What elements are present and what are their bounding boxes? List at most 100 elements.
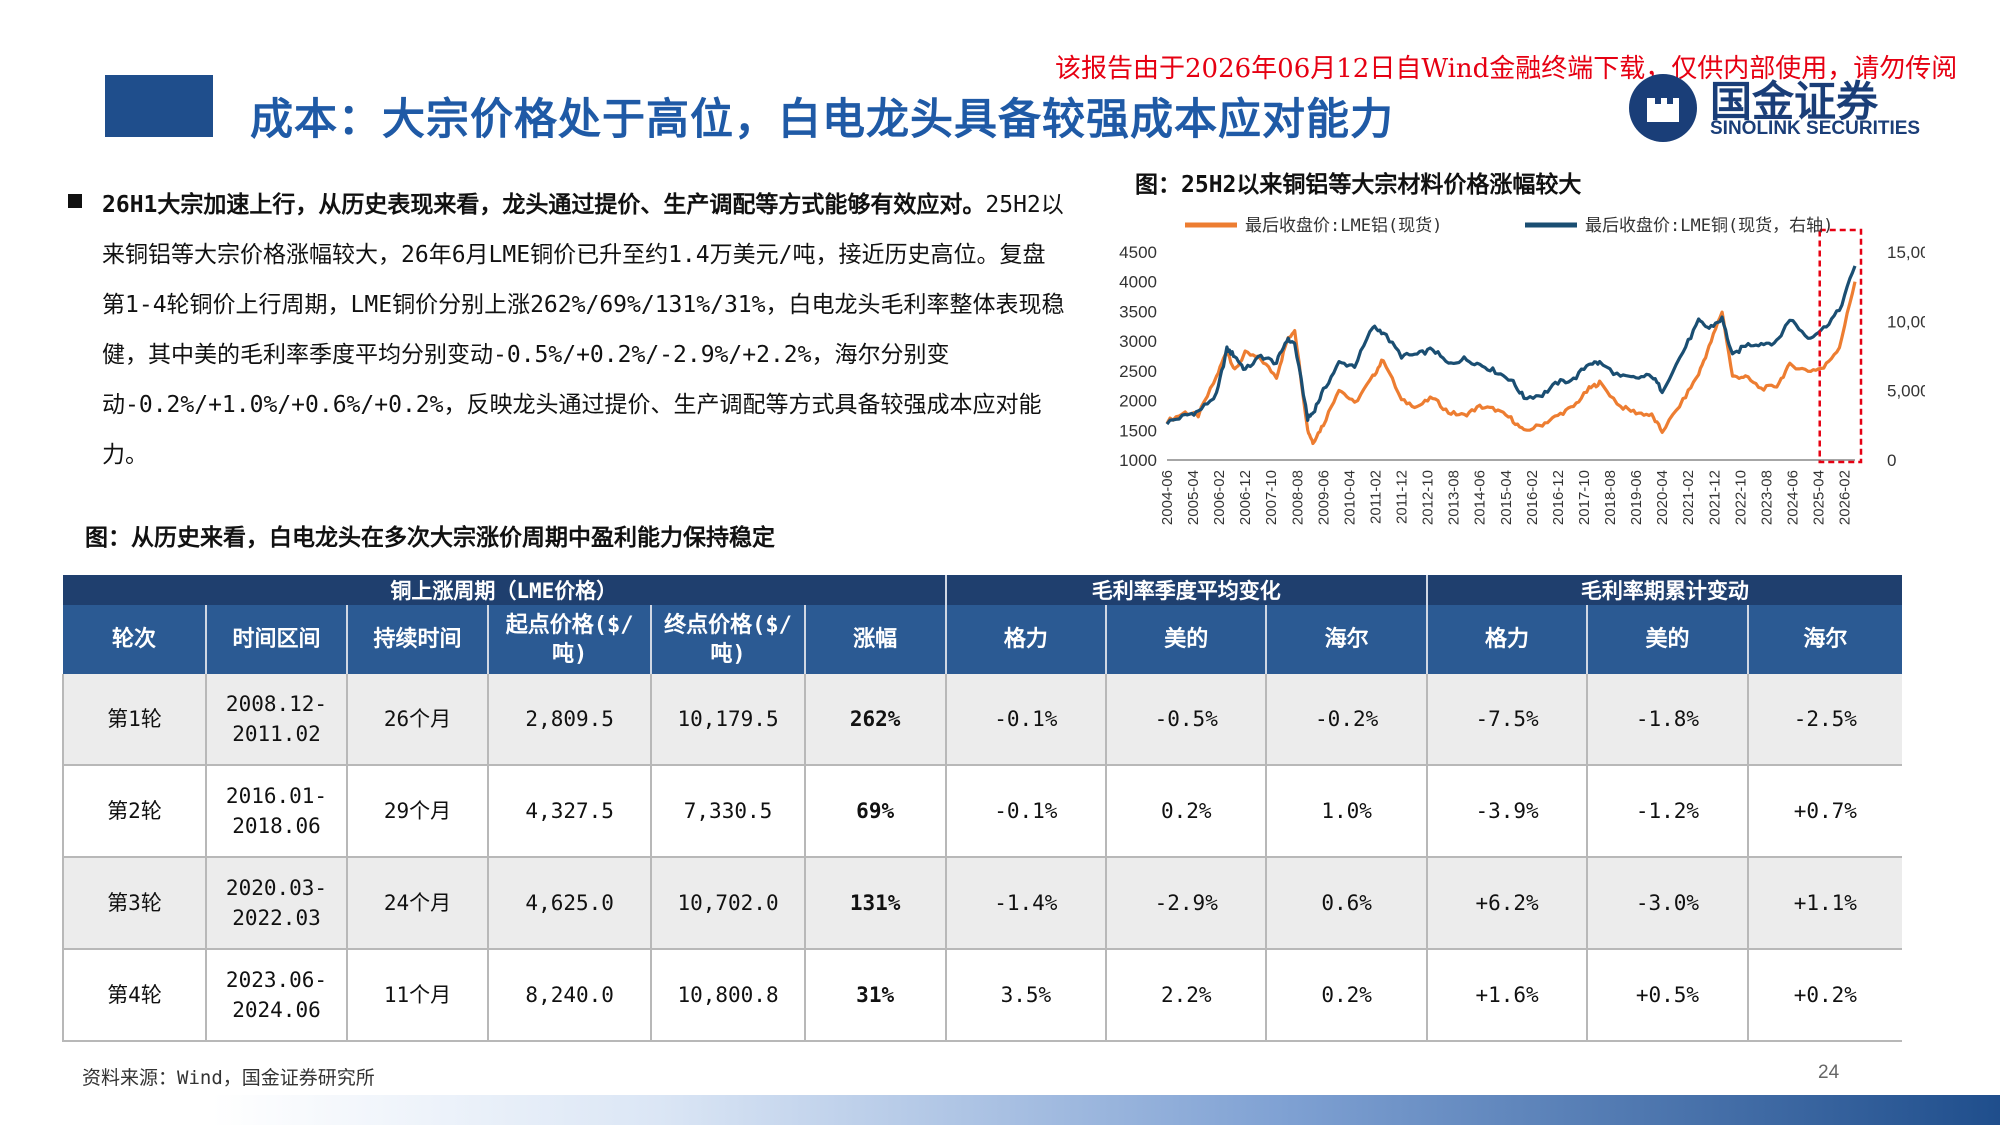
x-tick-label: 2011-02 (1367, 470, 1384, 524)
table-cell: 0.2% (1265, 949, 1427, 1042)
table-cell: -2.5% (1746, 674, 1902, 766)
table-cell: -0.1% (944, 674, 1107, 766)
x-tick-label: 2022-10 (1732, 470, 1749, 525)
group-header-margin-avg: 毛利率季度平均变化 (944, 575, 1427, 605)
table-cell: 第1轮 (61, 674, 207, 766)
y-right-tick-label: 10,000 (1887, 312, 1925, 331)
table-cell: 10,800.8 (650, 949, 805, 1042)
legend-label: 最后收盘价:LME铜(现货，右轴) (1585, 216, 1833, 236)
table-cell: +1.1% (1746, 857, 1902, 950)
table-cell: 第4轮 (61, 949, 207, 1042)
download-watermark: 该报告由于2026年06月12日自Wind金融终端下载，仅供内部使用，请勿传阅 (1055, 54, 1958, 84)
column-header-4: 终点价格($/吨) (650, 605, 805, 674)
bullet-square-icon (68, 194, 82, 208)
x-tick-label: 2009-06 (1315, 470, 1332, 525)
table-cell: 4,625.0 (486, 857, 652, 950)
y-left-tick-label: 3000 (1119, 332, 1157, 351)
bullet-lead: 26H1大宗加速上行，从历史表现来看，龙头通过提价、生产调配等方式能够有效应对。 (102, 192, 986, 218)
x-tick-label: 2004-06 (1159, 470, 1176, 525)
x-tick-label: 2006-02 (1211, 470, 1228, 525)
table-cell: +0.7% (1746, 765, 1902, 858)
x-tick-label: 2019-06 (1628, 470, 1645, 525)
x-tick-label: 2025-04 (1811, 470, 1828, 525)
table-cell: 2016.01-2018.06 (205, 765, 347, 858)
column-header-6: 格力 (944, 605, 1107, 674)
x-tick-label: 2012-10 (1420, 470, 1437, 525)
logo-subtitle: SINOLINK SECURITIES (1710, 118, 1921, 139)
table-cell: -3.0% (1586, 857, 1748, 950)
table-row: 第4轮 2023.06-2024.06 11个月 8,240.0 10,800.8 31%… (61, 949, 1902, 1042)
x-tick-label: 2005-04 (1185, 470, 1202, 525)
table-cell: 第2轮 (61, 765, 207, 858)
x-tick-label: 2018-08 (1602, 470, 1619, 525)
x-tick-label: 2017-10 (1576, 470, 1593, 525)
table-cell: 262% (803, 674, 946, 766)
x-tick-label: 2026-02 (1837, 470, 1854, 525)
footer-gradient-bar (212, 1095, 2000, 1125)
table-cell: 10,179.5 (650, 674, 805, 766)
table-cell: 11个月 (345, 949, 488, 1042)
page-number: 24 (1818, 1062, 1840, 1083)
table-cell: -1.4% (944, 857, 1107, 950)
y-right-tick-label: 15,000 (1887, 243, 1925, 262)
column-header-row: 轮次 时间区间 持续时间 起点价格($/吨) 终点价格($/吨) 涨幅 格力 美的 海尔 格力 美的… (63, 605, 1902, 674)
group-header-margin-cum: 毛利率期累计变动 (1425, 575, 1902, 605)
bullet-body: 25H2以来铜铝等大宗价格涨幅较大，26年6月LME铜价已升至约1.4万美元/吨… (102, 192, 1065, 468)
x-tick-label: 2016-02 (1524, 470, 1541, 525)
table-cell: 2020.03-2022.03 (205, 857, 347, 950)
table-cell: 3.5% (944, 949, 1107, 1042)
table-cell: 0.2% (1105, 765, 1267, 858)
logo-mark-icon (1629, 74, 1697, 142)
company-logo: 国金证券 SINOLINK SECURITIES (1625, 68, 1960, 148)
table-cell: 24个月 (345, 857, 488, 950)
x-tick-label: 2021-12 (1706, 470, 1723, 525)
x-tick-label: 2024-06 (1784, 470, 1801, 525)
table-cell: -0.1% (944, 765, 1107, 858)
x-tick-label: 2013-08 (1446, 470, 1463, 525)
group-header-copper: 铜上涨周期（LME价格） (63, 575, 946, 605)
table-cell: 第3轮 (61, 857, 207, 950)
table-cell: 29个月 (345, 765, 488, 858)
y-left-tick-label: 4500 (1119, 243, 1157, 262)
copper-cycle-table: 铜上涨周期（LME价格） 毛利率季度平均变化 毛利率期累计变动 轮次 时间区间 持续… (61, 575, 1902, 1042)
series-line-0 (1165, 281, 1857, 446)
x-tick-label: 2023-08 (1758, 470, 1775, 525)
table-cell: 31% (803, 949, 946, 1042)
x-tick-label: 2014-06 (1472, 470, 1489, 525)
x-tick-label: 2008-08 (1289, 470, 1306, 525)
column-header-5: 涨幅 (803, 605, 946, 674)
price-chart-svg: 4500 4000 3500 3000 2500 2000 1500 1000 15,000 10… (1119, 216, 1939, 525)
table-cell: +6.2% (1425, 857, 1588, 950)
y-left-tick-label: 2500 (1119, 362, 1157, 381)
highlight-box (1818, 228, 1863, 464)
table-cell: 10,702.0 (650, 857, 805, 950)
column-header-7: 美的 (1105, 605, 1267, 674)
price-chart: 4500 4000 3500 3000 2500 2000 1500 1000 15,000 10… (1085, 200, 1939, 560)
table-cell: 0.6% (1265, 857, 1427, 950)
table-cell: -0.5% (1105, 674, 1267, 766)
table-row: 第1轮 2008.12-2011.02 26个月 2,809.5 10,179.5 262… (61, 674, 1902, 766)
x-tick-label: 2006-12 (1237, 470, 1254, 525)
table-title: 图：从历史来看，白电龙头在多次大宗涨价周期中盈利能力保持稳定 (85, 525, 775, 551)
bullet-paragraph: 26H1大宗加速上行，从历史表现来看，龙头通过提价、生产调配等方式能够有效应对。… (102, 180, 1067, 480)
table-cell: +0.5% (1586, 949, 1748, 1042)
chart-title: 图：25H2以来铜铝等大宗材料价格涨幅较大 (1135, 172, 1582, 198)
x-tick-label: 2011-12 (1394, 470, 1411, 524)
x-tick-label: 2007-10 (1263, 470, 1280, 525)
column-header-0: 轮次 (63, 605, 207, 674)
table-cell: -2.9% (1105, 857, 1267, 950)
column-header-1: 时间区间 (205, 605, 347, 674)
logo-name: 国金证券 (1710, 77, 1879, 126)
table-cell: 4,327.5 (486, 765, 652, 858)
x-tick-label: 2021-02 (1680, 470, 1697, 525)
page-title: 成本：大宗价格处于高位，白电龙头具备较强成本应对能力 (250, 95, 1394, 145)
table-cell: -3.9% (1425, 765, 1588, 858)
y-right-tick-label: 0 (1887, 451, 1896, 470)
y-left-tick-label: 2000 (1119, 392, 1157, 411)
x-tick-label: 2016-12 (1550, 470, 1567, 525)
table-cell: 26个月 (345, 674, 488, 766)
y-left-tick-label: 1500 (1119, 421, 1157, 440)
y-left-tick-label: 4000 (1119, 273, 1157, 292)
table-cell: 1.0% (1265, 765, 1427, 858)
table-cell: -1.8% (1586, 674, 1748, 766)
